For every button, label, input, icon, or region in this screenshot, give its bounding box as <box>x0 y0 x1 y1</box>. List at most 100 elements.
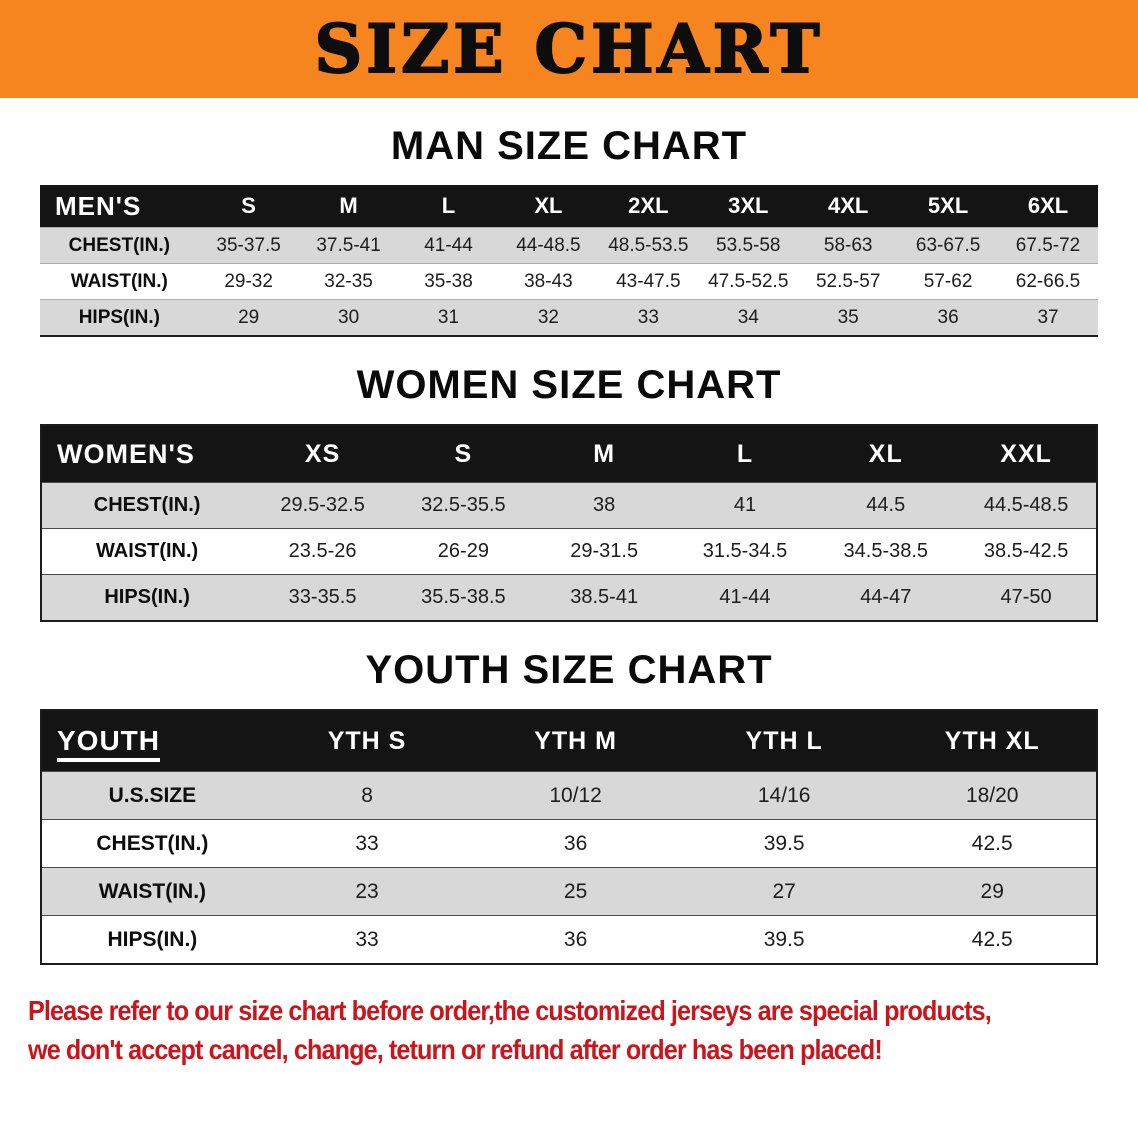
youth-row-waist: WAIST(IN.) 23 25 27 29 <box>41 867 1097 916</box>
size-cell: 42.5 <box>971 831 1013 855</box>
men-section-heading: MAN SIZE CHART <box>390 124 748 168</box>
size-cell: 37 <box>1037 306 1059 328</box>
size-cell: 23 <box>355 879 379 903</box>
row-label: WAIST(IN.) <box>98 879 207 903</box>
youth-section-heading: YOUTH SIZE CHART <box>365 648 773 692</box>
size-cell: 35-38 <box>424 270 473 292</box>
size-cell: 29-32 <box>224 270 273 292</box>
size-cell: 53.5-58 <box>716 234 781 256</box>
size-cell: 31.5-34.5 <box>702 540 788 562</box>
size-cell: 33 <box>355 927 379 951</box>
size-cell: 58-63 <box>823 234 873 256</box>
size-cell: 43-47.5 <box>616 270 681 292</box>
size-cell: 35.5-38.5 <box>421 586 506 608</box>
men-row-waist: WAIST(IN.) 29-32 32-35 35-38 38-43 43-47… <box>40 263 1098 300</box>
size-cell: 63-67.5 <box>915 234 981 256</box>
size-cell: 34.5-38.5 <box>843 540 929 562</box>
women-row-hips: HIPS(IN.) 33-35.5 35.5-38.5 38.5-41 41-4… <box>41 574 1097 621</box>
women-size-table: WOMEN'S XS S M L XL XXL CHEST(IN.) 29.5-… <box>40 424 1098 622</box>
men-col-5xl: 5XL <box>898 185 999 228</box>
size-cell: 14/16 <box>757 783 811 807</box>
size-cell: 44.5 <box>866 494 906 516</box>
men-table-title: MEN'S <box>40 185 199 228</box>
size-cell: 48.5-53.5 <box>608 234 689 256</box>
size-cell: 57-62 <box>923 270 973 292</box>
women-section-heading: WOMEN SIZE CHART <box>356 363 782 407</box>
youth-header-row: YOUTH YTH S YTH M YTH L YTH XL <box>41 710 1097 772</box>
women-col-l: L <box>674 425 816 483</box>
size-cell: 32.5-35.5 <box>421 494 506 516</box>
size-cell: 26-29 <box>437 540 489 562</box>
size-cell: 37.5-41 <box>316 234 381 256</box>
size-cell: 41-44 <box>424 234 473 256</box>
size-cell: 34 <box>737 306 759 328</box>
size-cell: 38-43 <box>524 270 573 292</box>
size-cell: 47-50 <box>1000 586 1052 608</box>
row-label: HIPS(IN.) <box>107 927 198 951</box>
youth-row-ussize: U.S.SIZE 8 10/12 14/16 18/20 <box>41 771 1097 820</box>
size-cell: 33 <box>637 306 659 328</box>
men-col-m: M <box>298 185 399 228</box>
size-cell: 35 <box>837 306 859 328</box>
size-cell: 29.5-32.5 <box>280 494 365 516</box>
row-label: CHEST(IN.) <box>96 831 209 855</box>
women-col-xs: XS <box>252 425 393 483</box>
youth-section: YOUTH SIZE CHART YOUTH YTH S YTH M YTH L… <box>0 648 1138 965</box>
youth-size-table: YOUTH YTH S YTH M YTH L YTH XL U.S.SIZE … <box>40 709 1098 965</box>
row-label: WAIST(IN.) <box>70 270 168 292</box>
men-col-4xl: 4XL <box>798 185 899 228</box>
size-cell: 33 <box>355 831 379 855</box>
size-cell: 23.5-26 <box>288 540 357 562</box>
size-cell: 29 <box>238 306 260 328</box>
row-label: CHEST(IN.) <box>93 494 201 516</box>
size-cell: 29 <box>980 879 1004 903</box>
size-cell: 38 <box>593 494 616 516</box>
youth-row-hips: HIPS(IN.) 33 36 39.5 42.5 <box>41 915 1097 964</box>
size-cell: 18/20 <box>965 783 1019 807</box>
men-row-hips: HIPS(IN.) 29 30 31 32 33 34 35 36 37 <box>40 299 1098 336</box>
women-row-waist: WAIST(IN.) 23.5-26 26-29 29-31.5 31.5-34… <box>41 528 1097 575</box>
women-col-xxl: XXL <box>956 425 1097 483</box>
size-cell: 31 <box>437 306 460 328</box>
row-label: HIPS(IN.) <box>104 586 190 608</box>
size-cell: 8 <box>361 783 373 807</box>
size-cell: 38.5-41 <box>570 586 639 608</box>
row-label: WAIST(IN.) <box>95 540 199 562</box>
women-col-s: S <box>392 425 534 483</box>
women-col-xl: XL <box>815 425 957 483</box>
size-cell: 36 <box>563 927 588 951</box>
youth-col-l: YTH L <box>679 710 889 772</box>
size-cell: 47.5-52.5 <box>708 270 789 292</box>
men-col-3xl: 3XL <box>698 185 799 228</box>
row-label: HIPS(IN.) <box>78 306 160 328</box>
size-cell: 42.5 <box>971 927 1013 951</box>
disclaimer-line-2: we don't accept cancel, change, teturn o… <box>28 1034 883 1066</box>
youth-col-s: YTH S <box>262 710 472 772</box>
men-col-xl: XL <box>498 185 599 228</box>
size-cell: 44-47 <box>860 586 912 608</box>
youth-col-m: YTH M <box>471 710 680 772</box>
women-col-m: M <box>533 425 675 483</box>
size-cell: 33-35.5 <box>288 586 357 608</box>
size-cell: 52.5-57 <box>815 270 881 292</box>
men-col-l: L <box>398 185 499 228</box>
size-cell: 62-66.5 <box>1015 270 1081 292</box>
size-cell: 44-48.5 <box>516 234 581 256</box>
size-cell: 10/12 <box>549 783 602 807</box>
size-cell: 36 <box>563 831 588 855</box>
men-col-s: S <box>198 185 299 228</box>
disclaimer-line-1: Please refer to our size chart before or… <box>28 995 992 1026</box>
men-header-row: MEN'S S M L XL 2XL 3XL 4XL 5XL 6XL <box>40 185 1098 228</box>
page-title: SIZE CHART <box>314 9 824 89</box>
size-chart-banner: SIZE CHART <box>0 0 1138 98</box>
youth-col-xl: YTH XL <box>888 710 1097 772</box>
men-row-chest: CHEST(IN.) 35-37.5 37.5-41 41-44 44-48.5… <box>40 227 1098 264</box>
men-col-6xl: 6XL <box>998 185 1098 228</box>
size-cell: 44.5-48.5 <box>983 494 1069 516</box>
youth-table-title: YOUTH <box>41 710 263 772</box>
men-col-2xl: 2XL <box>598 185 699 228</box>
women-header-row: WOMEN'S XS S M L XL XXL <box>41 425 1097 483</box>
size-cell: 41-44 <box>719 586 771 608</box>
size-cell: 30 <box>338 306 360 328</box>
size-cell: 25 <box>563 879 588 903</box>
